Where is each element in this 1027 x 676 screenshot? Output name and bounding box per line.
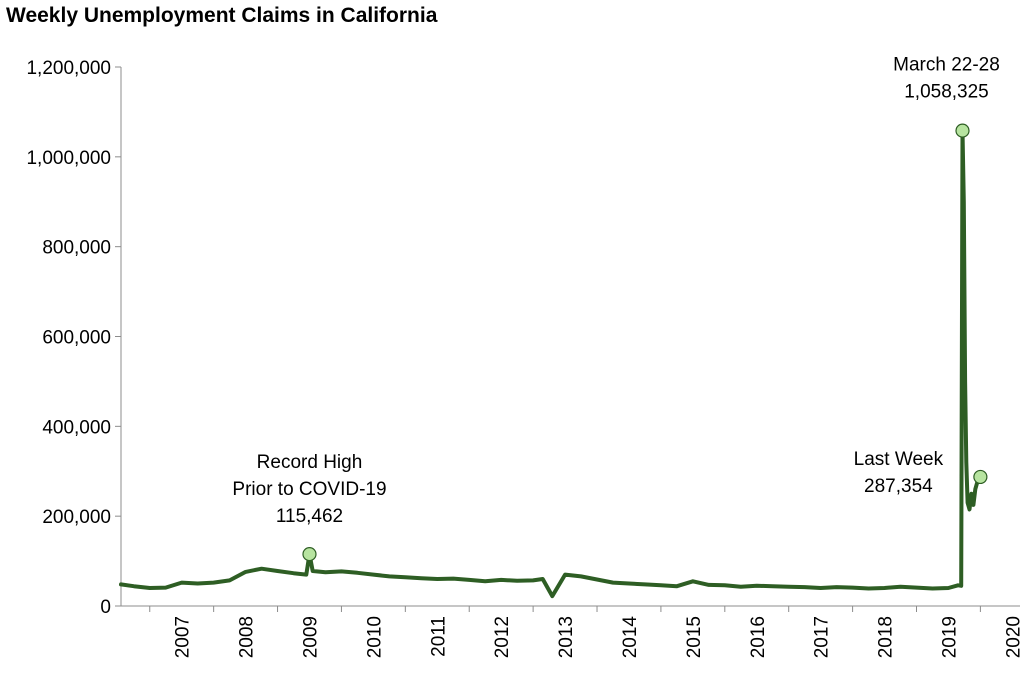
- annotation-label: 115,462: [276, 506, 343, 527]
- annotation-label: 1,058,325: [904, 82, 989, 103]
- series-line-0: [119, 128, 983, 599]
- x-tick-label: 2016: [748, 616, 769, 658]
- x-tick-label: 2007: [173, 616, 194, 658]
- y-tick-label: 1,000,000: [26, 148, 111, 169]
- annotation-label: Record High: [257, 452, 363, 473]
- x-tick-label: 2010: [364, 616, 385, 658]
- y-tick-label: 400,000: [42, 417, 111, 438]
- y-tick-label: 0: [100, 597, 111, 618]
- y-tick-label: 600,000: [42, 328, 111, 349]
- x-tick-label: 2019: [939, 616, 960, 658]
- annotation-marker: [302, 547, 317, 562]
- y-tick-label: 800,000: [42, 238, 111, 259]
- y-tick-label: 1,200,000: [26, 58, 111, 79]
- x-tick-label: 2015: [684, 616, 705, 658]
- annotation-label: Prior to COVID-19: [232, 479, 386, 500]
- x-tick-label: 2009: [300, 616, 321, 658]
- annotation-label: March 22-28: [893, 55, 1000, 76]
- x-tick-label: 2018: [876, 616, 897, 658]
- annotation-label: Last Week: [854, 449, 944, 470]
- y-tick-label: 200,000: [42, 507, 111, 528]
- annotation-marker: [973, 469, 988, 485]
- x-tick-label: 2013: [556, 616, 577, 658]
- x-tick-label: 2008: [237, 616, 258, 658]
- x-tick-label: 2011: [428, 616, 449, 657]
- annotation-label: 287,354: [864, 476, 933, 497]
- chart-title: Weekly Unemployment Claims in California: [6, 4, 438, 27]
- x-tick-label: 2017: [812, 616, 833, 658]
- x-tick-label: 2020: [1003, 616, 1024, 658]
- x-tick-label: 2014: [620, 616, 641, 659]
- annotation-marker: [955, 123, 970, 138]
- x-tick-label: 2012: [492, 616, 513, 658]
